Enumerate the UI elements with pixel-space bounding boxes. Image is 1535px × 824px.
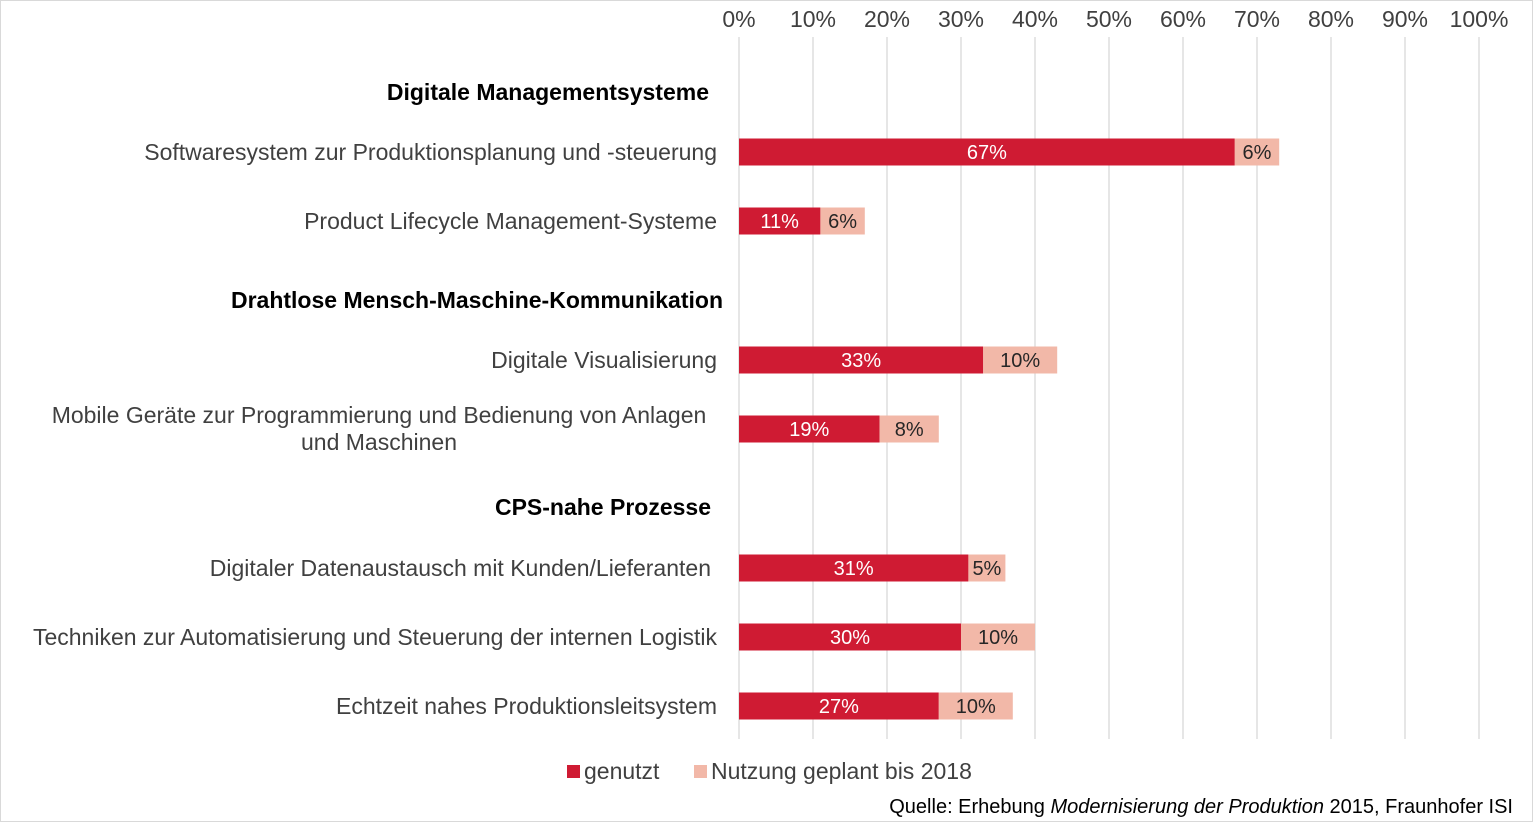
x-axis-ticks: 0% 10% 20% 30% 40% 50% 60% 70% 80% 90% 100%	[722, 6, 1508, 32]
bar-used	[739, 623, 961, 651]
x-tick-label: 20%	[864, 6, 910, 32]
data-label: 33%	[841, 350, 881, 372]
category-label: Echtzeit nahes Produktionsleitsystem	[336, 693, 717, 719]
source-note: Quelle: Erhebung Modernisierung der Prod…	[889, 796, 1513, 818]
bar-planned	[961, 623, 1035, 651]
legend-label: genutzt	[584, 758, 660, 784]
data-label: 10%	[956, 696, 996, 718]
bar-planned	[983, 346, 1058, 374]
source-prefix: Quelle: Erhebung	[889, 796, 1050, 818]
bar-used	[739, 554, 969, 582]
data-label: 10%	[1000, 350, 1040, 372]
data-label: 30%	[830, 627, 870, 649]
bar-planned	[1234, 138, 1280, 166]
data-label: 8%	[895, 419, 924, 441]
x-tick-label: 60%	[1160, 6, 1206, 32]
x-tick-label: 40%	[1012, 6, 1058, 32]
data-label: 19%	[789, 419, 829, 441]
category-label: Product Lifecycle Management-Systeme	[304, 208, 717, 234]
data-label: 10%	[978, 627, 1018, 649]
x-tick-label: 80%	[1308, 6, 1354, 32]
category-label-line: Mobile Geräte zur Programmierung und Bed…	[52, 402, 707, 428]
category-label: Softwaresystem zur Produktionsplanung un…	[144, 139, 717, 165]
data-label: 27%	[819, 696, 859, 718]
group-label: CPS-nahe Prozesse	[495, 494, 711, 520]
x-tick-label: 10%	[790, 6, 836, 32]
bar-planned	[879, 415, 939, 443]
bar-planned	[820, 207, 865, 235]
category-label: Digitale Visualisierung	[491, 347, 717, 373]
bar-planned	[968, 554, 1006, 582]
source-italic: Modernisierung der Produktion	[1050, 796, 1324, 818]
data-label: 6%	[1243, 142, 1272, 164]
data-label: 6%	[828, 211, 857, 233]
category-label-line: und Maschinen	[301, 429, 457, 455]
data-label: 5%	[972, 558, 1001, 580]
source-suffix: 2015, Fraunhofer ISI	[1324, 796, 1513, 818]
bar-used	[739, 346, 984, 374]
category-label: Mobile Geräte zur Programmierung und Bed…	[52, 402, 707, 455]
category-label: Digitaler Datenaustausch mit Kunden/Lief…	[210, 555, 711, 581]
legend-label: Nutzung geplant bis 2018	[711, 758, 972, 784]
bar-used	[739, 415, 880, 443]
bar-used	[739, 138, 1235, 166]
bar-used	[739, 692, 939, 720]
x-tick-label: 0%	[722, 6, 755, 32]
group-label: Digitale Managementsysteme	[387, 79, 709, 105]
chart-rows: Digitale Managementsysteme Softwaresystem…	[33, 79, 1280, 720]
category-label: Techniken zur Automatisierung und Steuer…	[33, 624, 718, 650]
x-tick-label: 100%	[1450, 6, 1509, 32]
data-label: 31%	[834, 558, 874, 580]
x-tick-label: 90%	[1382, 6, 1428, 32]
data-label: 67%	[967, 142, 1007, 164]
legend-swatch	[567, 765, 580, 778]
legend-swatch	[694, 765, 707, 778]
legend: genutzt Nutzung geplant bis 2018	[567, 758, 972, 784]
x-tick-label: 30%	[938, 6, 984, 32]
x-tick-label: 50%	[1086, 6, 1132, 32]
group-label: Drahtlose Mensch-Maschine-Kommunikation	[231, 287, 723, 313]
bar-planned	[938, 692, 1013, 720]
data-label: 11%	[760, 211, 799, 233]
bar-used	[739, 207, 821, 235]
x-tick-label: 70%	[1234, 6, 1280, 32]
